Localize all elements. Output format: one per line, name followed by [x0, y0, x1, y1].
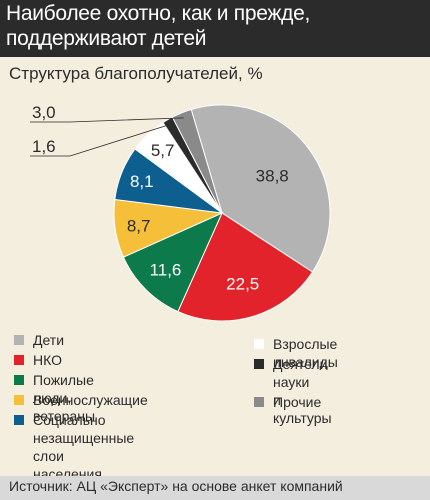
data-label-nko: 22,5	[226, 274, 259, 293]
legend-label: Взрослые инвалиды	[273, 336, 338, 370]
legend-swatch	[14, 375, 24, 385]
pie-slice-pozhilye	[122, 212, 223, 313]
legend-label: Пожилые люди, ветераны	[33, 372, 96, 424]
legend-swatch	[14, 395, 24, 405]
data-label-deyateli-nauki: 1,6	[32, 137, 56, 156]
legend-swatch	[254, 397, 264, 407]
value-labels: 38,8 22,5 11,6 8,7 8,1 5,7 1,6 3,0	[32, 103, 289, 293]
legend-swatch	[254, 359, 264, 369]
data-label-vzroslye-invalidy: 5,7	[151, 141, 175, 160]
legend-label: Дети	[33, 332, 65, 348]
pie-slice-nko	[177, 212, 314, 322]
legend-label: НКО	[33, 352, 62, 368]
header-bar: Наиболее охотно, как и прежде, поддержив…	[0, 0, 430, 57]
pie-chart: 38,8 22,5 11,6 8,7 8,1 5,7 1,6 3,0	[30, 103, 331, 322]
pie-slices	[113, 104, 331, 322]
legend-label: Военнослужащие	[33, 392, 148, 408]
legend-swatch	[254, 339, 264, 349]
page-title: Наиболее охотно, как и прежде, поддержив…	[6, 2, 310, 50]
leader-line-prochie	[30, 117, 184, 123]
chart-title: Структура благополучателей, %	[9, 64, 263, 83]
data-label-voennosluzhashchie: 8,7	[127, 216, 151, 235]
legend-swatch	[14, 335, 24, 345]
legend-swatch	[14, 415, 24, 425]
data-label-pozhilye: 11,6	[150, 261, 182, 280]
leader-lines	[30, 117, 184, 157]
legend-label: Социально незащищенные слои населения	[33, 412, 135, 482]
pie-slice-deti	[190, 104, 331, 273]
data-label-sotsialno-nezashchishchennye: 8,1	[130, 172, 154, 191]
data-label-prochie: 3,0	[32, 103, 56, 122]
leader-line-deyateli-nauki	[30, 123, 171, 157]
source-note: Источник: АЦ «Эксперт» на основе анкет к…	[9, 478, 343, 494]
legend-swatch	[14, 355, 24, 365]
legend-label: Прочие	[273, 394, 322, 410]
footer-bar: Источник: АЦ «Эксперт» на основе анкет к…	[0, 476, 430, 500]
pie-slice-prochie	[171, 108, 223, 214]
legend-label: Деятели науки и культуры	[273, 356, 332, 426]
data-label-deti: 38,8	[256, 167, 289, 186]
